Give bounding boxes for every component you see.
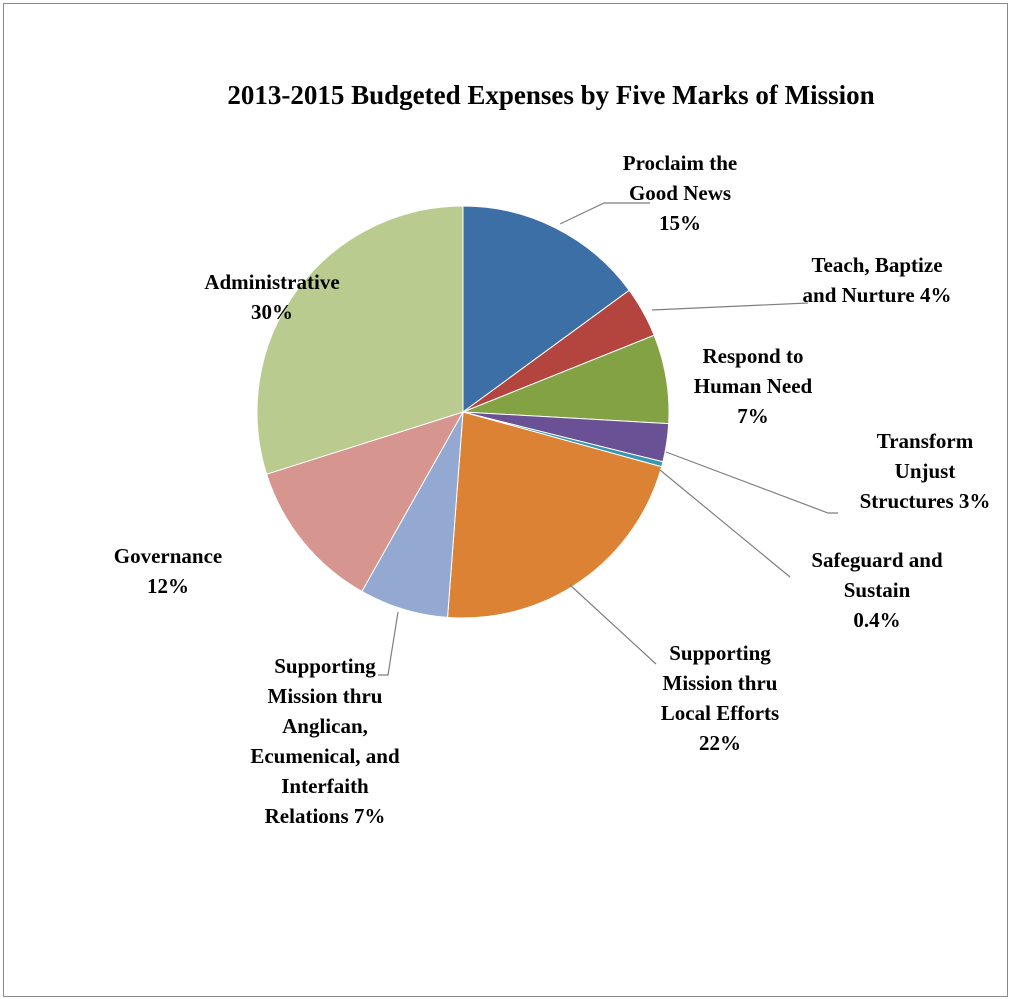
slice-label-line: Safeguard and (811, 548, 943, 572)
slice-label-line: Local Efforts (661, 701, 779, 725)
slice-label-line: and Nurture 4% (803, 283, 952, 307)
slice-label: Supporting Mission thru Local Efforts 22% (661, 641, 779, 755)
slice-label-line: Mission thru (663, 671, 778, 695)
slice-label: Governance 12% (114, 544, 222, 598)
slice-label-line: Relations 7% (265, 804, 386, 828)
slice-label-line: 22% (699, 731, 741, 755)
slice-label-line: Sustain (844, 578, 911, 602)
pie-slice (265, 411, 465, 593)
slice-label-line: Transform (877, 429, 974, 453)
slice-label-line: Respond to (703, 344, 804, 368)
leader-line (569, 584, 657, 665)
slice-label-line: 7% (737, 404, 769, 428)
slice-label: Respond to Human Need 7% (694, 344, 813, 428)
slice-label-line: Ecumenical, and (250, 744, 400, 768)
slice-label-line: Teach, Baptize (811, 253, 942, 277)
leader-line (559, 202, 650, 225)
slice-labels: Proclaim the Good News 15% Teach, Baptize an… (114, 151, 991, 828)
slice-label-line: 0.4% (853, 608, 900, 632)
slice-label: Safeguard and Sustain 0.4% (811, 548, 943, 632)
slice-label-line: Structures 3% (860, 489, 991, 513)
pie-slice (256, 205, 464, 475)
slice-label: Supporting Mission thru Anglican, Ecumenica… (250, 654, 400, 828)
slice-label-line: Supporting (669, 641, 771, 665)
slice-label-line: Unjust (895, 459, 956, 483)
slice-label-line: Interfaith (281, 774, 369, 798)
slice-label-line: Mission thru (268, 684, 383, 708)
slice-label-line: Administrative (204, 270, 339, 294)
pie-slice (447, 411, 663, 619)
slice-label: Transform Unjust Structures 3% (860, 429, 991, 513)
slice-label-line: Governance (114, 544, 222, 568)
leader-line (659, 469, 791, 578)
slice-label-line: Proclaim the (623, 151, 738, 175)
leader-line (665, 451, 838, 514)
slice-label: Proclaim the Good News 15% (623, 151, 738, 235)
slice-label-line: 30% (251, 300, 293, 324)
leader-line (378, 611, 399, 676)
chart-title: 2013-2015 Budgeted Expenses by Five Mark… (227, 80, 874, 110)
slice-label-line: Good News (629, 181, 731, 205)
pie-slices (256, 205, 670, 619)
slice-label-line: Supporting (274, 654, 376, 678)
slice-label: Teach, Baptize and Nurture 4% (803, 253, 952, 307)
slice-label-line: 12% (147, 574, 189, 598)
leader-lines (378, 202, 838, 676)
slice-label: Administrative 30% (204, 270, 339, 324)
slice-label-line: 15% (659, 211, 701, 235)
leader-line (651, 302, 809, 311)
slice-label-line: Human Need (694, 374, 813, 398)
pie-slice (462, 205, 630, 413)
slice-label-line: Anglican, (282, 714, 368, 738)
